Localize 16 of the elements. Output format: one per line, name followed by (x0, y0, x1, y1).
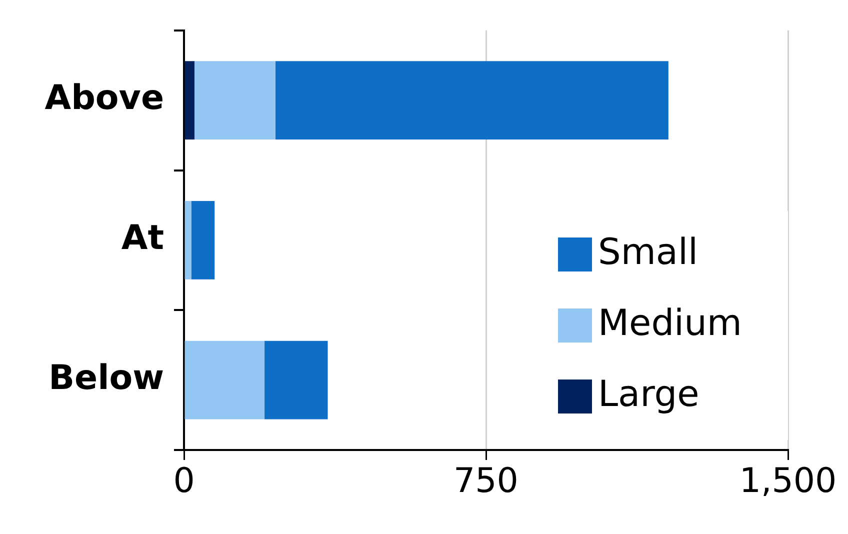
legend-label: Small (598, 232, 698, 273)
y-tick-label: Below (48, 358, 164, 398)
bar (275, 61, 668, 140)
legend-label: Medium (598, 302, 742, 344)
bar (184, 340, 265, 420)
x-tick-label: 750 (454, 461, 518, 502)
bar (184, 61, 194, 140)
bar (264, 340, 328, 420)
bar (194, 61, 276, 140)
y-tick-label: Above (44, 78, 164, 118)
bar (184, 201, 192, 280)
x-tick-label: 1,500 (739, 461, 837, 502)
y-tick-label: At (121, 218, 164, 258)
legend-label: Large (598, 374, 700, 415)
bar (191, 201, 215, 280)
x-tick-label: 0 (173, 461, 195, 502)
